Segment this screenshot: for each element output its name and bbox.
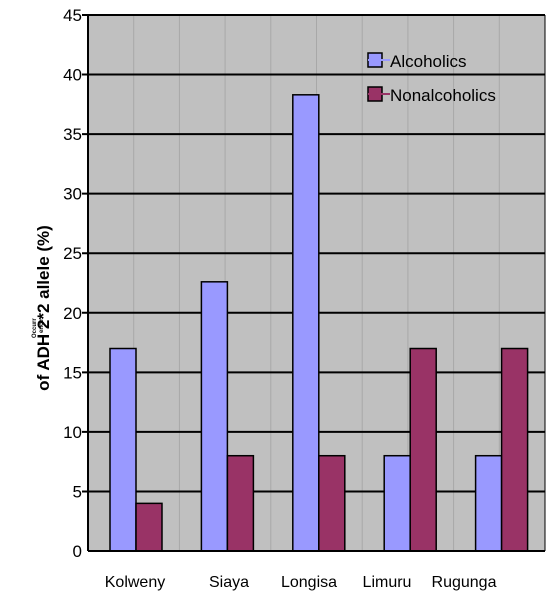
y-tick-label: 35 (63, 125, 82, 144)
y-axis-label-prefix-line-1: Occurr (32, 318, 38, 338)
y-tick-label: 15 (63, 363, 82, 382)
y-tick-label: 25 (63, 244, 82, 263)
y-tick-label: 30 (63, 185, 82, 204)
y-tick-label: 5 (73, 482, 82, 501)
bar-alcoholics-kolweny (109, 347, 137, 552)
y-tick-label: 20 (63, 304, 82, 323)
bar-nonalcoholics-rugunga (500, 347, 529, 552)
x-tick-label-limuru: Limuru (363, 574, 412, 591)
bar-alcoholics-siaya (200, 281, 229, 552)
plot-area: 0 5 10 15 20 25 30 35 40 45 Kolweny Siaya Longisa Lim… (63, 6, 546, 591)
y-axis-label-text: of ADH 2*2 allele (%) (34, 225, 53, 391)
y-tick-label: 45 (63, 6, 82, 25)
y-tick-label: 10 (63, 423, 82, 442)
bar-nonalcoholics-kolweny (135, 502, 163, 552)
bar-alcoholics-longisa (292, 94, 320, 552)
y-tick-label: 0 (73, 542, 82, 561)
bar-alcoholics-rugunga (474, 454, 503, 552)
y-axis-label: Occurr ence of ADH 2*2 allele (%) (32, 225, 53, 391)
legend-label-nonalcoholics: Nonalcoholics (390, 86, 496, 105)
x-tick-label-kolweny: Kolweny (105, 574, 165, 591)
y-tick-label: 40 (63, 66, 82, 85)
bar-nonalcoholics-siaya (226, 454, 255, 552)
legend-label-alcoholics: Alcoholics (390, 52, 467, 71)
x-tick-label-longisa: Longisa (281, 574, 337, 591)
bar-nonalcoholics-limuru (409, 347, 437, 552)
x-tick-label-rugunga: Rugunga (432, 574, 497, 591)
y-axis-label-prefix-line-2: ence (39, 319, 45, 333)
bar-nonalcoholics-longisa (318, 454, 346, 552)
bar-alcoholics-limuru (383, 454, 411, 552)
x-tick-label-siaya: Siaya (209, 574, 249, 591)
